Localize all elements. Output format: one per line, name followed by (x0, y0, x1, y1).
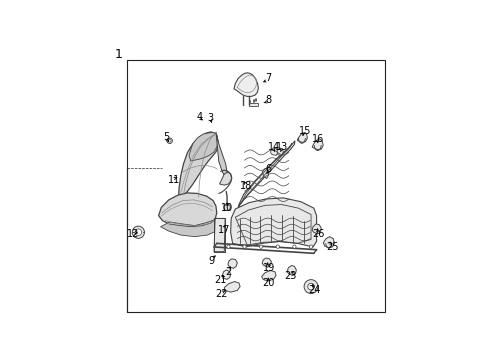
Text: 22: 22 (215, 289, 227, 299)
Text: 24: 24 (307, 285, 320, 295)
Text: 11: 11 (168, 175, 180, 185)
Circle shape (309, 245, 312, 248)
Polygon shape (261, 270, 276, 281)
Text: 8: 8 (265, 95, 271, 105)
Polygon shape (178, 132, 218, 199)
Polygon shape (216, 132, 226, 177)
Polygon shape (262, 258, 271, 267)
Polygon shape (214, 219, 224, 252)
Text: 12: 12 (126, 229, 139, 239)
Text: 18: 18 (240, 181, 252, 191)
Text: 9: 9 (208, 256, 214, 266)
Circle shape (292, 245, 295, 248)
Text: 17: 17 (218, 225, 230, 235)
Circle shape (226, 245, 230, 248)
Polygon shape (311, 224, 321, 234)
Polygon shape (224, 282, 240, 292)
Text: 19: 19 (262, 263, 274, 273)
Circle shape (307, 283, 314, 290)
Polygon shape (160, 220, 216, 237)
Text: 5: 5 (163, 132, 169, 143)
Polygon shape (297, 132, 307, 143)
Polygon shape (249, 103, 257, 105)
Circle shape (168, 139, 171, 142)
Polygon shape (238, 141, 294, 208)
Text: 13: 13 (276, 142, 288, 152)
Text: 7: 7 (265, 73, 271, 83)
Circle shape (243, 245, 245, 248)
Text: 26: 26 (312, 229, 324, 239)
Circle shape (166, 138, 172, 144)
Circle shape (259, 245, 262, 248)
Polygon shape (189, 132, 218, 161)
Text: 16: 16 (312, 134, 324, 144)
Text: 25: 25 (325, 242, 338, 252)
Text: 14: 14 (267, 142, 280, 152)
Polygon shape (276, 148, 283, 156)
Polygon shape (233, 73, 258, 96)
Text: 2: 2 (225, 267, 231, 277)
Text: 3: 3 (207, 113, 213, 123)
Text: 23: 23 (284, 271, 296, 281)
Text: 1: 1 (115, 48, 122, 61)
Text: 20: 20 (262, 278, 274, 288)
Circle shape (304, 280, 317, 293)
Polygon shape (158, 193, 216, 229)
Circle shape (276, 245, 279, 248)
Polygon shape (219, 172, 231, 185)
Text: 15: 15 (298, 126, 310, 135)
Polygon shape (270, 148, 277, 156)
Polygon shape (262, 168, 268, 179)
Polygon shape (222, 270, 230, 279)
Text: 21: 21 (213, 275, 226, 285)
Text: 10: 10 (221, 203, 233, 213)
Polygon shape (323, 237, 334, 248)
Circle shape (135, 229, 142, 235)
Polygon shape (311, 139, 323, 150)
Text: 6: 6 (265, 164, 271, 174)
Circle shape (224, 204, 230, 211)
Polygon shape (286, 266, 296, 275)
Polygon shape (227, 259, 237, 268)
Polygon shape (230, 198, 316, 247)
Circle shape (132, 226, 144, 238)
Text: 4: 4 (196, 112, 202, 122)
